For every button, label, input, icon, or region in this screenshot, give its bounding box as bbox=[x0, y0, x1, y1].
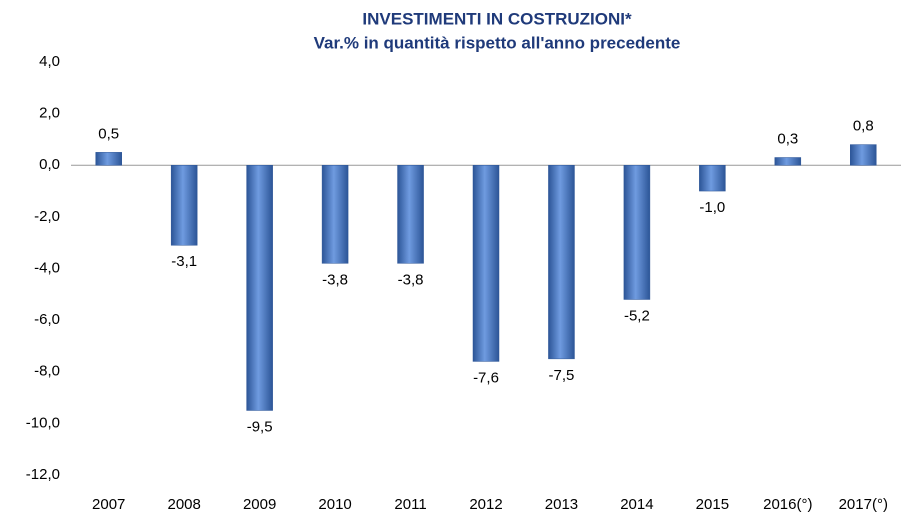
value-label: -3,8 bbox=[398, 271, 424, 288]
bar bbox=[774, 157, 802, 166]
value-label: -5,2 bbox=[624, 307, 650, 324]
x-tick-label: 2015 bbox=[696, 496, 729, 513]
value-label: -3,1 bbox=[171, 253, 197, 270]
x-tick-label: 2009 bbox=[243, 496, 276, 513]
chart-title: INVESTIMENTI IN COSTRUZIONI* bbox=[362, 9, 632, 28]
bar bbox=[170, 165, 198, 246]
bar bbox=[699, 165, 726, 192]
x-tick-label: 2011 bbox=[394, 496, 426, 513]
value-label: -1,0 bbox=[699, 199, 725, 216]
y-tick-label: -10,0 bbox=[26, 414, 60, 431]
bar bbox=[472, 165, 500, 362]
bar bbox=[850, 144, 877, 166]
x-tick-label: 2014 bbox=[620, 496, 653, 513]
value-label: -3,8 bbox=[322, 271, 348, 288]
x-tick-label: 2010 bbox=[318, 496, 351, 513]
x-tick-label: 2017(°) bbox=[839, 496, 888, 513]
x-tick-label: 2008 bbox=[167, 496, 200, 513]
y-tick-label: -12,0 bbox=[26, 466, 60, 483]
x-tick-label: 2013 bbox=[545, 496, 578, 513]
bar bbox=[246, 165, 273, 411]
bar bbox=[321, 165, 349, 264]
x-tick-label: 2016(°) bbox=[763, 496, 812, 513]
y-tick-label: 2,0 bbox=[39, 105, 60, 122]
x-tick-label: 2012 bbox=[469, 496, 502, 513]
value-label: -9,5 bbox=[247, 418, 273, 435]
value-label: 0,8 bbox=[853, 118, 874, 135]
y-tick-label: 4,0 bbox=[39, 53, 60, 70]
value-label: -7,5 bbox=[549, 367, 575, 384]
y-tick-label: -4,0 bbox=[34, 259, 60, 276]
value-label: -7,6 bbox=[473, 369, 499, 386]
bar bbox=[548, 165, 575, 360]
y-tick-label: -6,0 bbox=[34, 311, 60, 328]
value-label: 0,3 bbox=[777, 130, 798, 147]
x-tick-label: 2007 bbox=[92, 496, 125, 513]
bar bbox=[623, 165, 651, 300]
bar bbox=[397, 165, 424, 264]
chart-subtitle: Var.% in quantità rispetto all'anno prec… bbox=[314, 33, 681, 52]
value-label: 0,5 bbox=[98, 125, 119, 142]
y-tick-label: -2,0 bbox=[34, 208, 60, 225]
y-tick-label: -8,0 bbox=[34, 363, 60, 380]
y-tick-label: 0,0 bbox=[39, 156, 60, 173]
bar bbox=[95, 152, 122, 166]
